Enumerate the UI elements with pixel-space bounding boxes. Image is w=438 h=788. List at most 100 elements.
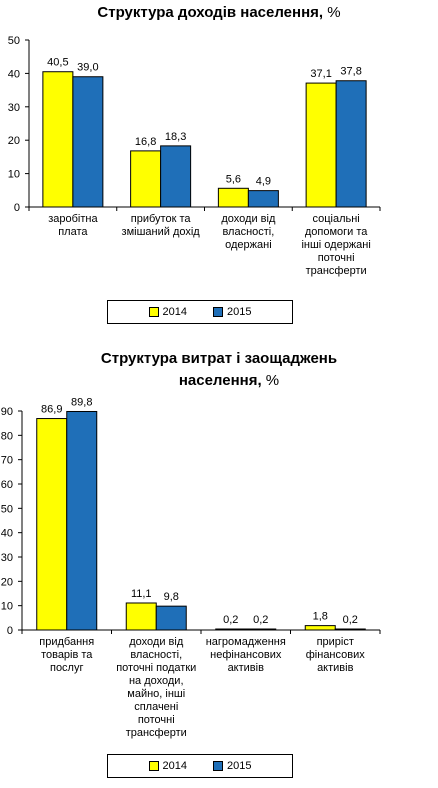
category-label-line: соціальні [312,213,360,225]
category-label-line: нефінансових [210,649,282,661]
expenditure-chart-plot: 0 10 20 30 40 50 60 70 80 90 86,9 89,8 11,1 9,8 0,2 0,2… [1,396,381,637]
bar-2015 [334,628,366,631]
data-label-2015: 39,0 [77,62,98,74]
y-tick-label: 20 [1,576,13,588]
y-tick-label: 30 [1,552,13,564]
income-structure-chart: Структура доходів населення, % 0 10 20 30 40… [0,0,438,330]
legend-swatch-2015 [213,307,223,317]
category-label-line: інші одержані [301,239,371,251]
data-label-2014: 1,8 [313,611,328,623]
y-tick-label: 20 [8,135,20,147]
category-label-line: плата [58,226,88,238]
category-label-line: власності, [130,649,183,661]
category-label-line: поточні [137,714,175,726]
legend-entry-2015: 2015 [213,760,251,772]
expenditure-structure-chart: Структура витрат і заощаджень населення,… [0,342,438,788]
legend-entry-2014: 2014 [148,760,187,772]
category-label: доходи від власності, поточні податки на до… [112,636,202,740]
category-label: придбання товарів та послуг [22,636,112,675]
category-label-line: доходи від [221,213,276,225]
chart-title-line2: населення, % [178,372,280,389]
bar-2014 [217,187,249,208]
chart-title: Структура витрат і заощаджень населення,… [0,348,438,392]
bar-2015 [66,410,98,631]
category-label-line: доходи від [129,636,184,648]
bar-2014 [305,82,337,208]
y-tick-label: 10 [8,169,20,181]
category-label: заробітна плата [29,213,117,239]
y-tick-label: 80 [1,430,13,442]
legend-entry-2014: 2014 [148,306,187,318]
y-tick-label: 30 [8,102,20,114]
data-label-2015: 89,8 [71,396,92,408]
category-label-line: придбання [39,636,95,648]
data-label-2014: 11,1 [131,588,152,600]
category-label-line: послуг [49,662,84,674]
bar-2015 [335,80,367,208]
data-label-2014: 37,1 [310,68,331,80]
income-chart-plot: 0 10 20 30 40 50 40,5 39,0 16,8 18,3 5,6 4,9 37,1 37,… [8,35,381,214]
category-label: соціальні допомоги та інші одержані поточні… [292,213,380,278]
category-label: нагромадження нефінансових активів [201,636,291,675]
category-label-line: приріст [316,636,354,648]
chart-title: Структура доходів населення, % [97,4,341,21]
data-label-2015: 0,2 [343,614,358,626]
bar-2014 [130,150,162,208]
category-label-line: допомоги та [304,226,368,238]
y-tick-label: 40 [8,68,20,80]
data-label-2014: 0,2 [223,614,238,626]
legend-swatch-2014 [148,307,159,317]
data-label-2015: 0,2 [253,614,268,626]
category-label-line: фінансових [305,649,365,661]
bar-2014 [42,71,74,208]
data-label-2015: 9,8 [164,591,179,603]
bar-2014 [304,625,336,631]
data-label-2014: 86,9 [41,404,62,416]
category-label-line: нагромадження [205,636,286,648]
category-label-line: сплачені [134,701,179,713]
legend-label: 2014 [162,306,187,318]
category-label-line: активів [317,662,354,674]
legend-swatch-2015 [213,761,223,771]
data-label-2015: 18,3 [165,131,186,143]
legend-swatch-2014 [148,761,159,771]
chart-title-line1: Структура витрат і заощаджень [100,350,338,367]
legend-label: 2015 [227,760,252,772]
chart-legend: 2014 2015 [107,754,293,778]
bar-2015 [247,190,279,208]
y-tick-label: 40 [1,528,13,540]
data-label-2015: 4,9 [256,176,271,188]
category-label: прибуток та змішаний дохід [117,213,205,239]
bar-2015 [160,145,192,208]
category-label-line: майно, інші [127,688,186,700]
y-tick-label: 50 [1,503,13,515]
y-tick-label: 10 [1,601,13,613]
category-label-line: поточні податки [116,662,197,674]
data-label-2015: 37,8 [340,66,361,78]
category-label-line: поточні [317,252,355,264]
bar-2015 [72,76,104,208]
bar-2015 [155,605,187,631]
y-tick-label: 70 [1,455,13,467]
category-label-line: власності, [222,226,275,238]
bar-2014 [215,628,247,631]
data-label-2014: 5,6 [226,173,241,185]
category-label-line: трансферти [305,265,367,277]
y-tick-label: 0 [14,202,20,214]
category-label: приріст фінансових активів [291,636,381,675]
y-tick-label: 50 [8,35,20,47]
category-label-line: заробітна [48,213,98,225]
y-tick-label: 0 [7,625,13,637]
y-tick-label: 60 [1,479,13,491]
category-label-line: прибуток та [130,213,191,225]
bar-2014 [36,418,68,631]
y-tick-label: 90 [1,406,13,418]
category-label-line: на доходи, [128,675,184,687]
category-label: доходи від власності, одержані [205,213,293,252]
category-label-line: одержані [225,239,272,251]
legend-entry-2015: 2015 [213,306,251,318]
data-label-2014: 40,5 [47,57,68,69]
category-label-line: товарів та [41,649,93,661]
data-label-2014: 16,8 [135,136,156,148]
category-label-line: трансферти [125,727,187,739]
